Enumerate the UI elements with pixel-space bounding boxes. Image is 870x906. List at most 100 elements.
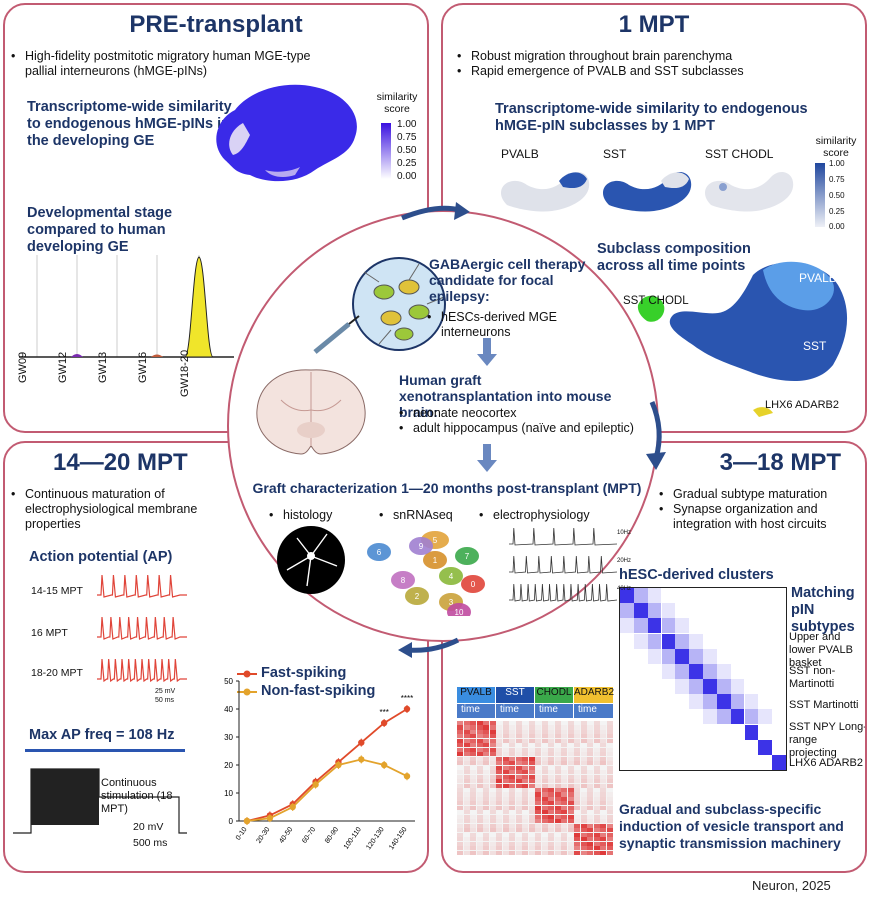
heatmap-cell — [509, 729, 516, 734]
heatmap-cell — [502, 721, 509, 726]
heatmap-cell — [463, 761, 470, 766]
heatmap-cell — [476, 774, 483, 779]
heatmap-cell — [606, 837, 613, 842]
heatmap-cell — [470, 774, 477, 779]
mpt1-umap-chodl — [705, 172, 794, 212]
heatmap-cell — [554, 850, 561, 855]
ephys-traces — [509, 527, 617, 602]
heatmap-cell — [606, 783, 613, 788]
heatmap-cell — [593, 729, 600, 734]
heatmap-cell — [457, 743, 464, 748]
matrix-cell — [675, 648, 690, 664]
stim-label: Continuous stimulation (18 MPT) — [101, 777, 173, 815]
clusters-heading: hESC-derived clusters — [619, 567, 774, 583]
heatmap-cell — [528, 734, 535, 739]
heatmap-cell — [502, 819, 509, 824]
ap-heading: Action potential (AP) — [29, 549, 173, 565]
heatmap-cell — [528, 846, 535, 851]
heatmap-cell — [470, 729, 477, 734]
heatmap-cell — [489, 756, 496, 761]
heatmap-cell — [541, 774, 548, 779]
heatmap-cell — [567, 779, 574, 784]
bullet: hESCs-derived MGE interneurons — [427, 310, 587, 340]
panel-title: 3—18 MPT — [719, 449, 841, 476]
heatmap-cell — [522, 756, 529, 761]
bullet: Robust migration throughout brain parenc… — [457, 49, 817, 64]
pre-transplant-panel: PRE-transplant High-fidelity postmitotic… — [3, 3, 429, 433]
heatmap-cell — [574, 779, 581, 784]
bullet: Synapse organization and integration wit… — [659, 502, 859, 532]
heatmap-cell — [600, 823, 607, 828]
time-label: time — [539, 704, 558, 715]
heatmap-cell — [580, 738, 587, 743]
heatmap-cell — [548, 846, 555, 851]
heatmap-cell — [483, 756, 490, 761]
cell-culture-illustration — [313, 257, 446, 354]
heatmap-cell — [567, 765, 574, 770]
heatmap-cell — [580, 846, 587, 851]
heatmap-cell — [509, 823, 516, 828]
heatmap-cell — [457, 792, 464, 797]
heatmap-cell — [574, 747, 581, 752]
bullet: neonate neocortex — [399, 406, 649, 421]
heatmap-cell — [489, 796, 496, 801]
heatmap-cell — [509, 841, 516, 846]
heatmap-cell — [502, 756, 509, 761]
heatmap-cell — [457, 801, 464, 806]
heatmap-cell — [476, 743, 483, 748]
heatmap-cell — [600, 761, 607, 766]
heatmap-cell — [606, 729, 613, 734]
heatmap-cell — [515, 801, 522, 806]
heatmap-cell — [593, 770, 600, 775]
heatmap-cell — [528, 729, 535, 734]
heatmap-cell — [515, 779, 522, 784]
data-point — [312, 781, 319, 788]
heatmap-cell — [561, 832, 568, 837]
heatmap-cell — [483, 752, 490, 757]
heatmap-cell — [528, 756, 535, 761]
scale-bar-label: 50 ms — [155, 697, 175, 704]
heatmap-cell — [509, 734, 516, 739]
heatmap-cell — [463, 779, 470, 784]
heatmap-cell — [593, 721, 600, 726]
heatmap-cell — [580, 729, 587, 734]
heatmap-cell — [600, 801, 607, 806]
heatmap-cell — [470, 841, 477, 846]
heatmap-cell — [593, 841, 600, 846]
heatmap-cell — [535, 805, 542, 810]
cluster-blob — [461, 575, 485, 593]
heatmap-cell — [580, 823, 587, 828]
matrix-cell — [716, 694, 731, 710]
heatmap-cell — [528, 819, 535, 824]
cluster-blob — [405, 587, 429, 605]
heatmap-cell — [509, 774, 516, 779]
heatmap-cell — [528, 828, 535, 833]
heatmap-cell — [470, 752, 477, 757]
heatmap-cell — [593, 846, 600, 851]
heatmap-cell — [502, 752, 509, 757]
time-label: time — [578, 704, 597, 715]
heatmap-cell — [515, 823, 522, 828]
heatmap-cell — [535, 796, 542, 801]
heatmap-cell — [587, 837, 594, 842]
heatmap-cell — [593, 828, 600, 833]
heatmap-cell — [535, 738, 542, 743]
ap-row-label: 16 MPT — [31, 627, 68, 639]
heatmap-cell — [587, 805, 594, 810]
matrix-cell — [661, 648, 676, 664]
heatmap-cell — [457, 779, 464, 784]
heat-header-label: CHODL — [536, 687, 572, 698]
heatmap-cell — [561, 756, 568, 761]
heatmap-cell — [489, 850, 496, 855]
heatmap-cell — [548, 801, 555, 806]
heatmap-cell — [463, 819, 470, 824]
heatmap-cell — [457, 828, 464, 833]
heatmap-cell — [463, 725, 470, 730]
heatmap-cell — [496, 765, 503, 770]
heatmap-cell — [457, 734, 464, 739]
heatmap-cell — [522, 765, 529, 770]
heatmap-cell — [489, 828, 496, 833]
heatmap-cell — [535, 846, 542, 851]
